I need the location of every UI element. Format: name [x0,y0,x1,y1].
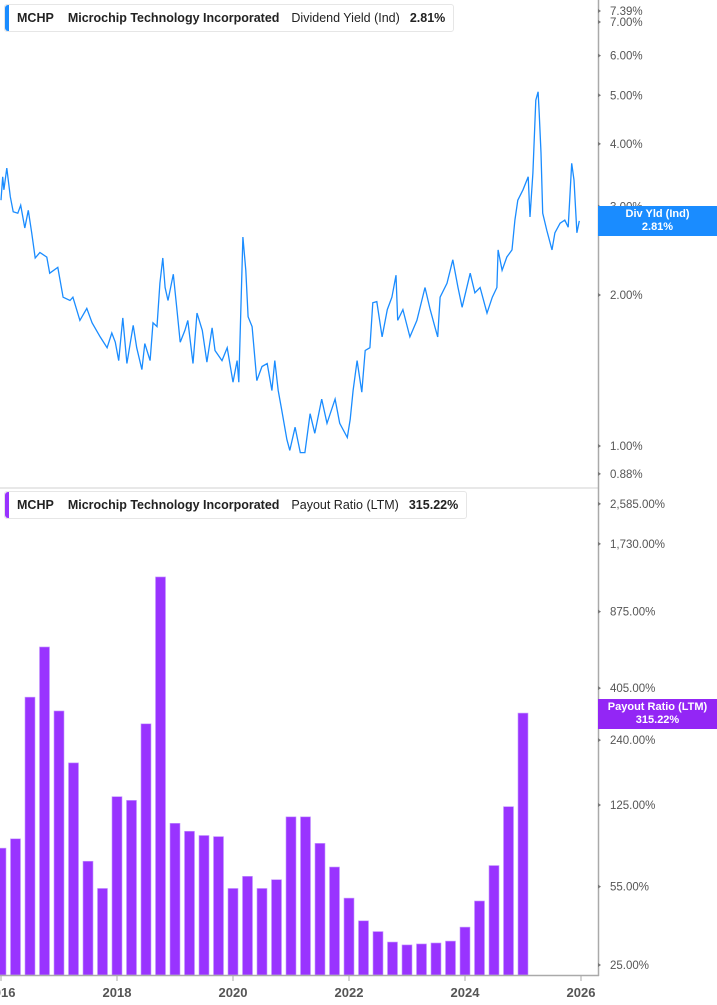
payout-tag-value: 315.22% [635,714,680,726]
payout-bar [0,847,7,976]
payout-bar [401,944,413,976]
payout-bar [111,796,123,976]
dividend-yield-panel [0,91,580,454]
payout-bar [53,710,65,976]
y-tick-mark [598,93,601,98]
payout-bar [24,696,36,976]
y-tick-mark [598,19,601,24]
legend-ticker: MCHP [17,11,54,25]
x-tick-label: 2024 [451,985,481,1000]
y-tick-label: 1.00% [610,441,643,453]
series-color-swatch [5,5,9,31]
y-tick-mark [598,686,601,691]
x-tick-label: 2022 [335,985,364,1000]
y-tick-mark [598,471,601,476]
y-tick-mark [598,9,601,13]
y-tick-mark [598,141,601,146]
payout-bar [10,838,21,976]
y-tick-label: 2,585.00% [610,499,665,511]
legend-ticker: MCHP [17,498,54,512]
payout-bar [227,888,239,976]
payout-bar [256,888,268,976]
payout-bar [140,723,152,976]
legend-metric: Dividend Yield (Ind) [291,11,400,25]
payout-bar [242,876,253,976]
payout-bar [314,843,326,976]
y-tick-label: 405.00% [610,683,655,695]
payout-bar [213,836,224,976]
payout-ratio-panel [0,576,529,976]
y-tick-label: 7.39% [610,6,643,18]
payout-bar [517,712,529,976]
y-tick-mark [598,444,601,448]
payout-bar [329,866,340,976]
dividend-yield-legend: MCHP Microchip Technology Incorporated D… [4,4,455,32]
yield-tag-value: 2.81% [641,221,674,233]
payout-bar [169,823,181,976]
dividend-yield-line [0,91,580,454]
y-tick-mark [598,501,601,506]
y-tick-mark [598,292,601,297]
payout-bar [184,830,195,976]
legend-company: Microchip Technology Incorporated [67,11,280,25]
y-tick-label: 125.00% [610,800,655,812]
legend-company: Microchip Technology Incorporated [67,498,280,512]
y-tick-mark [598,53,601,58]
payout-bar [285,816,297,976]
payout-bar [39,646,50,976]
payout-bar [387,941,398,976]
legend-value: 2.81% [409,11,446,25]
y-tick-label: 4.00% [610,139,643,151]
payout-bar [459,926,471,976]
y-tick-label: 0.88% [610,469,643,481]
y-tick-mark [598,884,601,889]
payout-bar [198,835,210,976]
y-tick-label: 6.00% [610,51,643,63]
series-color-swatch [5,492,9,518]
y-tick-mark [598,609,601,614]
payout-bar [416,943,427,976]
payout-bar [126,800,137,976]
y-tick-mark [598,541,601,546]
payout-bar [445,940,456,976]
payout-bar [474,900,485,976]
payout-bar [488,865,500,976]
y-tick-label: 5.00% [610,90,643,102]
x-tick-label: 2016 [0,985,15,1000]
payout-bar [300,816,311,976]
x-tick-label: 2026 [567,985,596,1000]
legend-value: 315.22% [408,498,459,512]
payout-ratio-legend: MCHP Microchip Technology Incorporated P… [4,491,468,519]
payout-tag-label: Payout Ratio (LTM) [607,701,708,713]
payout-bar [68,762,79,976]
current-yield-tag: Div Yld (Ind) 2.81% [598,206,717,236]
x-tick-label: 2018 [103,985,132,1000]
y-tick-label: 2.00% [610,290,643,302]
y-tick-label: 875.00% [610,607,655,619]
y-tick-label: 240.00% [610,735,655,747]
payout-bar [343,897,355,976]
y-tick-mark [598,738,601,743]
payout-bar [372,931,384,976]
payout-bar [155,576,166,976]
y-tick-label: 55.00% [610,882,649,894]
payout-bar [430,942,442,976]
payout-bar [358,920,369,976]
y-tick-mark [598,803,601,808]
current-payout-tag: Payout Ratio (LTM) 315.22% [598,699,717,729]
payout-bar [271,879,282,976]
payout-bar [503,806,514,976]
y-tick-mark [598,963,601,967]
legend-metric: Payout Ratio (LTM) [291,498,399,512]
payout-bar [82,860,94,976]
y-tick-label: 7.00% [610,17,643,29]
yield-tag-label: Div Yld (Ind) [625,208,690,220]
y-tick-label: 25.00% [610,960,649,972]
x-tick-label: 2020 [219,985,248,1000]
y-tick-label: 1,730.00% [610,539,665,551]
payout-bar [97,888,108,976]
